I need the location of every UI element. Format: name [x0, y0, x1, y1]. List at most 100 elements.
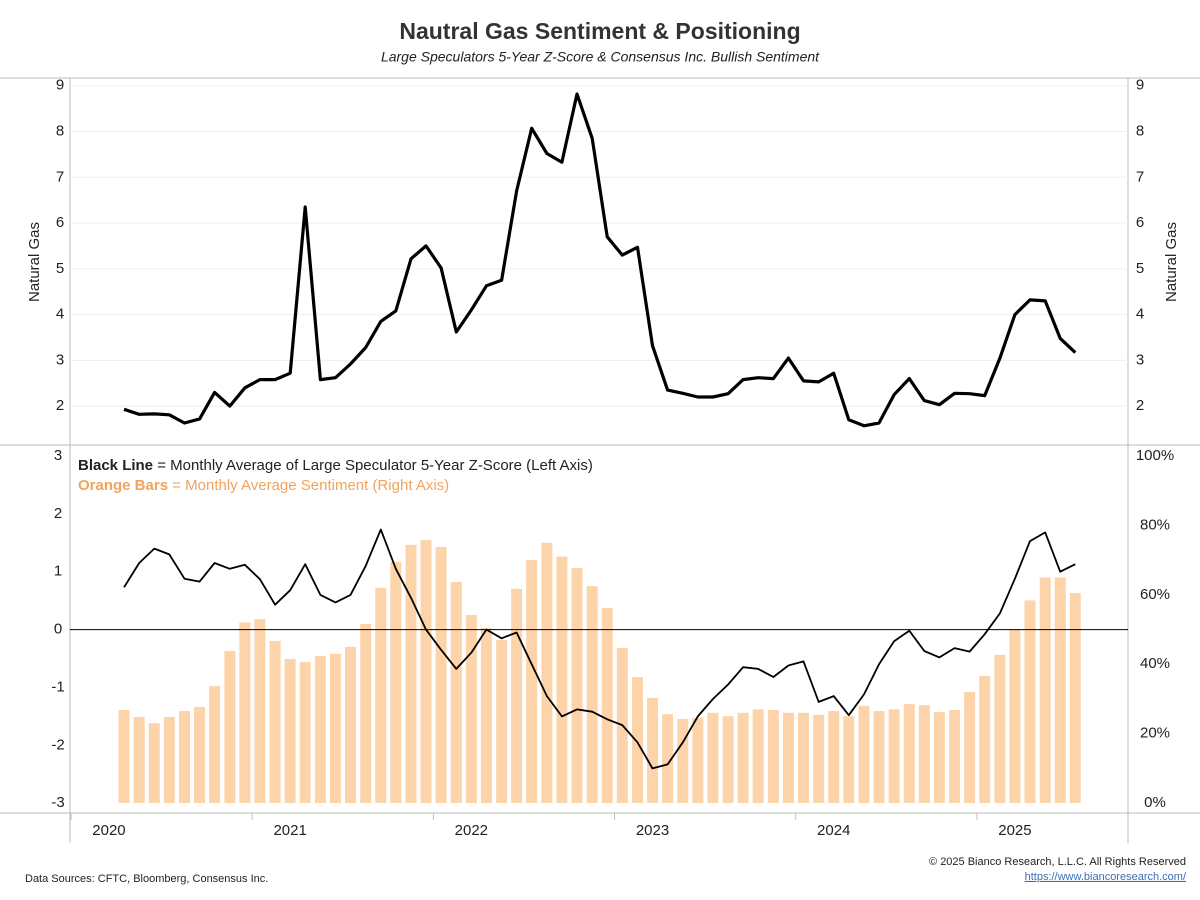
bar	[239, 622, 251, 804]
y2-tick-label: 60%	[1140, 586, 1170, 603]
legend-line: Black Line = Monthly Average of Large Sp…	[78, 457, 593, 474]
bar	[209, 686, 221, 804]
bar	[314, 655, 326, 804]
bar	[813, 714, 825, 804]
y2-tick-label: 100%	[1136, 447, 1174, 464]
bar	[360, 623, 372, 804]
y2-tick-label: 7	[1136, 168, 1144, 185]
footer-link[interactable]: https://www.biancoresearch.com/	[1025, 871, 1187, 883]
y-tick-label: 8	[56, 123, 64, 140]
bar	[194, 706, 206, 804]
y2-tick-label: 80%	[1140, 516, 1170, 533]
y-tick-label: 2	[54, 505, 62, 522]
bar	[148, 723, 160, 804]
bar	[933, 712, 945, 804]
bar	[843, 716, 855, 804]
bar	[511, 588, 523, 804]
bar	[1009, 629, 1021, 804]
x-tick-label: 2023	[636, 822, 669, 839]
y-tick-label: -2	[51, 736, 64, 753]
bar	[647, 697, 659, 804]
x-tick-label: 2021	[273, 822, 306, 839]
bar	[662, 714, 674, 804]
y-tick-label: -3	[51, 794, 64, 811]
bar	[1024, 600, 1036, 804]
bar	[888, 709, 900, 804]
bar	[133, 716, 145, 804]
bar	[269, 640, 281, 804]
y-axis-label: Natural Gas	[1163, 222, 1180, 302]
y2-tick-label: 40%	[1140, 655, 1170, 672]
legend-bars: Orange Bars = Monthly Average Sentiment …	[78, 477, 449, 494]
y-tick-label: 4	[56, 306, 64, 323]
bar	[949, 710, 961, 804]
bar	[1054, 577, 1066, 804]
bar	[375, 587, 387, 804]
chart-title: Nautral Gas Sentiment & Positioning	[399, 18, 800, 44]
bar	[964, 691, 976, 804]
y2-tick-label: 5	[1136, 260, 1144, 277]
bar	[480, 628, 492, 804]
bar	[767, 710, 779, 804]
bar	[903, 704, 915, 804]
y-tick-label: -1	[51, 678, 64, 695]
y2-tick-label: 3	[1136, 351, 1144, 368]
x-tick-label: 2025	[998, 822, 1031, 839]
footer-copyright: © 2025 Bianco Research, L.L.C. All Right…	[929, 856, 1186, 868]
bar	[828, 711, 840, 804]
y2-tick-label: 9	[1136, 77, 1144, 94]
chart-subtitle: Large Speculators 5-Year Z-Score & Conse…	[381, 49, 820, 65]
y-tick-label: 6	[56, 214, 64, 231]
bar	[390, 561, 402, 804]
y2-tick-label: 2	[1136, 397, 1144, 414]
y-tick-label: 0	[54, 621, 62, 638]
line-series	[123, 92, 1077, 428]
bar	[541, 542, 553, 804]
line-series	[123, 528, 1076, 770]
bar	[722, 716, 734, 804]
y2-tick-label: 4	[1136, 306, 1144, 323]
bar	[979, 676, 991, 804]
bar	[1039, 577, 1051, 804]
footer-sources: Data Sources: CFTC, Bloomberg, Consensus…	[25, 873, 268, 885]
bar	[737, 712, 749, 804]
x-tick-label: 2022	[455, 822, 488, 839]
y-tick-label: 3	[54, 447, 62, 464]
bar	[556, 556, 568, 804]
bar	[692, 717, 704, 804]
bar	[994, 654, 1006, 804]
bar	[873, 711, 885, 804]
legend-text: = Monthly Average Sentiment (Right Axis)	[168, 477, 449, 494]
bar	[707, 712, 719, 804]
bar	[224, 651, 236, 804]
bar	[677, 719, 689, 804]
bar	[118, 710, 130, 804]
legend-name: Black Line	[78, 457, 153, 474]
bar	[405, 544, 417, 804]
y2-tick-label: 20%	[1140, 725, 1170, 742]
bar	[526, 560, 538, 804]
y-tick-label: 7	[56, 168, 64, 185]
bar	[420, 539, 432, 804]
y2-tick-label: 6	[1136, 214, 1144, 231]
legend-text: = Monthly Average of Large Speculator 5-…	[153, 457, 593, 474]
y-tick-label: 9	[56, 77, 64, 94]
y-tick-label: 1	[54, 563, 62, 580]
bar	[918, 705, 930, 804]
bar	[632, 677, 644, 804]
x-tick-label: 2020	[92, 822, 125, 839]
bar	[797, 712, 809, 804]
bar	[329, 653, 341, 804]
bar	[586, 586, 598, 804]
bar	[465, 614, 477, 804]
y-tick-label: 5	[56, 260, 64, 277]
y2-tick-label: 0%	[1144, 794, 1166, 811]
bar	[571, 568, 583, 804]
bar	[601, 607, 613, 804]
bar	[782, 712, 794, 804]
bar	[450, 581, 462, 804]
legend-name: Orange Bars	[78, 477, 168, 494]
bar	[299, 662, 311, 804]
y-axis-label: Natural Gas	[26, 222, 43, 302]
